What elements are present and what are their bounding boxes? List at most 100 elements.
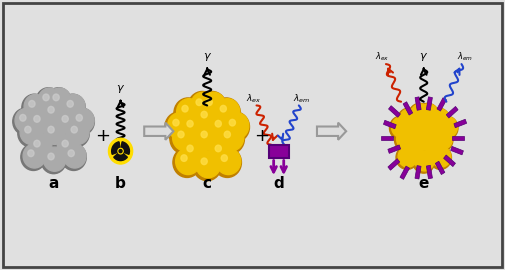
Circle shape [34, 116, 40, 122]
Circle shape [71, 126, 77, 133]
Circle shape [215, 99, 240, 125]
Text: e: e [419, 176, 429, 191]
Polygon shape [426, 165, 432, 179]
Circle shape [206, 99, 212, 106]
Circle shape [415, 150, 434, 171]
Circle shape [389, 116, 412, 140]
Circle shape [413, 150, 435, 173]
Circle shape [15, 109, 38, 133]
Circle shape [48, 126, 54, 133]
Circle shape [207, 138, 235, 168]
FancyArrow shape [317, 123, 346, 140]
Circle shape [216, 148, 241, 175]
Polygon shape [446, 106, 458, 118]
Polygon shape [454, 119, 467, 128]
Circle shape [221, 112, 249, 142]
FancyArrow shape [144, 123, 173, 140]
Circle shape [188, 92, 216, 122]
Text: d: d [273, 176, 284, 191]
Circle shape [179, 113, 207, 143]
Polygon shape [426, 97, 432, 110]
Circle shape [55, 109, 80, 136]
Circle shape [215, 145, 221, 152]
Circle shape [426, 139, 445, 160]
Circle shape [48, 88, 71, 112]
Text: $\gamma$: $\gamma$ [203, 51, 212, 63]
Circle shape [431, 128, 453, 152]
Circle shape [415, 129, 434, 149]
Circle shape [64, 144, 86, 168]
Wedge shape [121, 142, 129, 154]
Circle shape [62, 140, 68, 147]
Wedge shape [114, 153, 127, 161]
Text: $\lambda_{em}$: $\lambda_{em}$ [457, 50, 473, 63]
Text: +: + [95, 127, 110, 145]
Circle shape [64, 120, 89, 147]
Circle shape [403, 139, 423, 160]
Circle shape [34, 140, 40, 147]
Circle shape [18, 120, 43, 147]
Circle shape [43, 120, 66, 144]
Polygon shape [437, 98, 446, 111]
Circle shape [215, 120, 221, 127]
Circle shape [20, 120, 43, 144]
Circle shape [22, 94, 47, 121]
Circle shape [419, 104, 438, 125]
Circle shape [182, 105, 188, 112]
Polygon shape [388, 106, 400, 117]
Circle shape [193, 124, 221, 154]
Circle shape [178, 131, 184, 138]
Circle shape [213, 147, 241, 177]
Circle shape [173, 119, 179, 126]
Circle shape [201, 131, 207, 138]
Circle shape [396, 129, 416, 149]
Circle shape [43, 147, 66, 171]
Circle shape [41, 147, 66, 174]
Circle shape [220, 105, 226, 112]
Circle shape [61, 144, 86, 170]
Circle shape [413, 114, 435, 138]
Circle shape [38, 88, 61, 112]
Circle shape [76, 114, 82, 121]
Circle shape [224, 113, 249, 139]
Circle shape [23, 144, 46, 168]
Circle shape [413, 128, 435, 152]
Polygon shape [403, 102, 413, 115]
Polygon shape [400, 166, 410, 179]
Circle shape [196, 124, 221, 151]
Circle shape [43, 94, 49, 101]
Circle shape [43, 100, 66, 124]
Circle shape [229, 119, 235, 126]
Circle shape [48, 106, 54, 113]
Circle shape [429, 146, 451, 169]
Circle shape [29, 134, 52, 158]
Circle shape [401, 120, 424, 144]
Circle shape [24, 94, 47, 119]
Circle shape [424, 139, 446, 162]
Polygon shape [388, 159, 400, 170]
Circle shape [415, 115, 434, 136]
Circle shape [53, 94, 59, 101]
Circle shape [201, 111, 207, 118]
Circle shape [168, 113, 192, 139]
Circle shape [433, 129, 452, 149]
Circle shape [20, 114, 26, 121]
Circle shape [430, 109, 449, 130]
Circle shape [399, 109, 419, 130]
Circle shape [210, 114, 235, 140]
Circle shape [391, 117, 411, 138]
Circle shape [21, 144, 46, 170]
Polygon shape [450, 146, 464, 155]
Circle shape [224, 131, 230, 138]
Circle shape [60, 94, 85, 121]
Text: c: c [203, 176, 212, 191]
Circle shape [397, 108, 420, 132]
Circle shape [29, 100, 35, 107]
Circle shape [210, 139, 235, 165]
Text: b: b [115, 176, 126, 191]
Circle shape [201, 158, 207, 165]
Circle shape [182, 114, 207, 140]
Circle shape [36, 88, 61, 114]
Polygon shape [443, 155, 456, 167]
Circle shape [67, 100, 73, 107]
